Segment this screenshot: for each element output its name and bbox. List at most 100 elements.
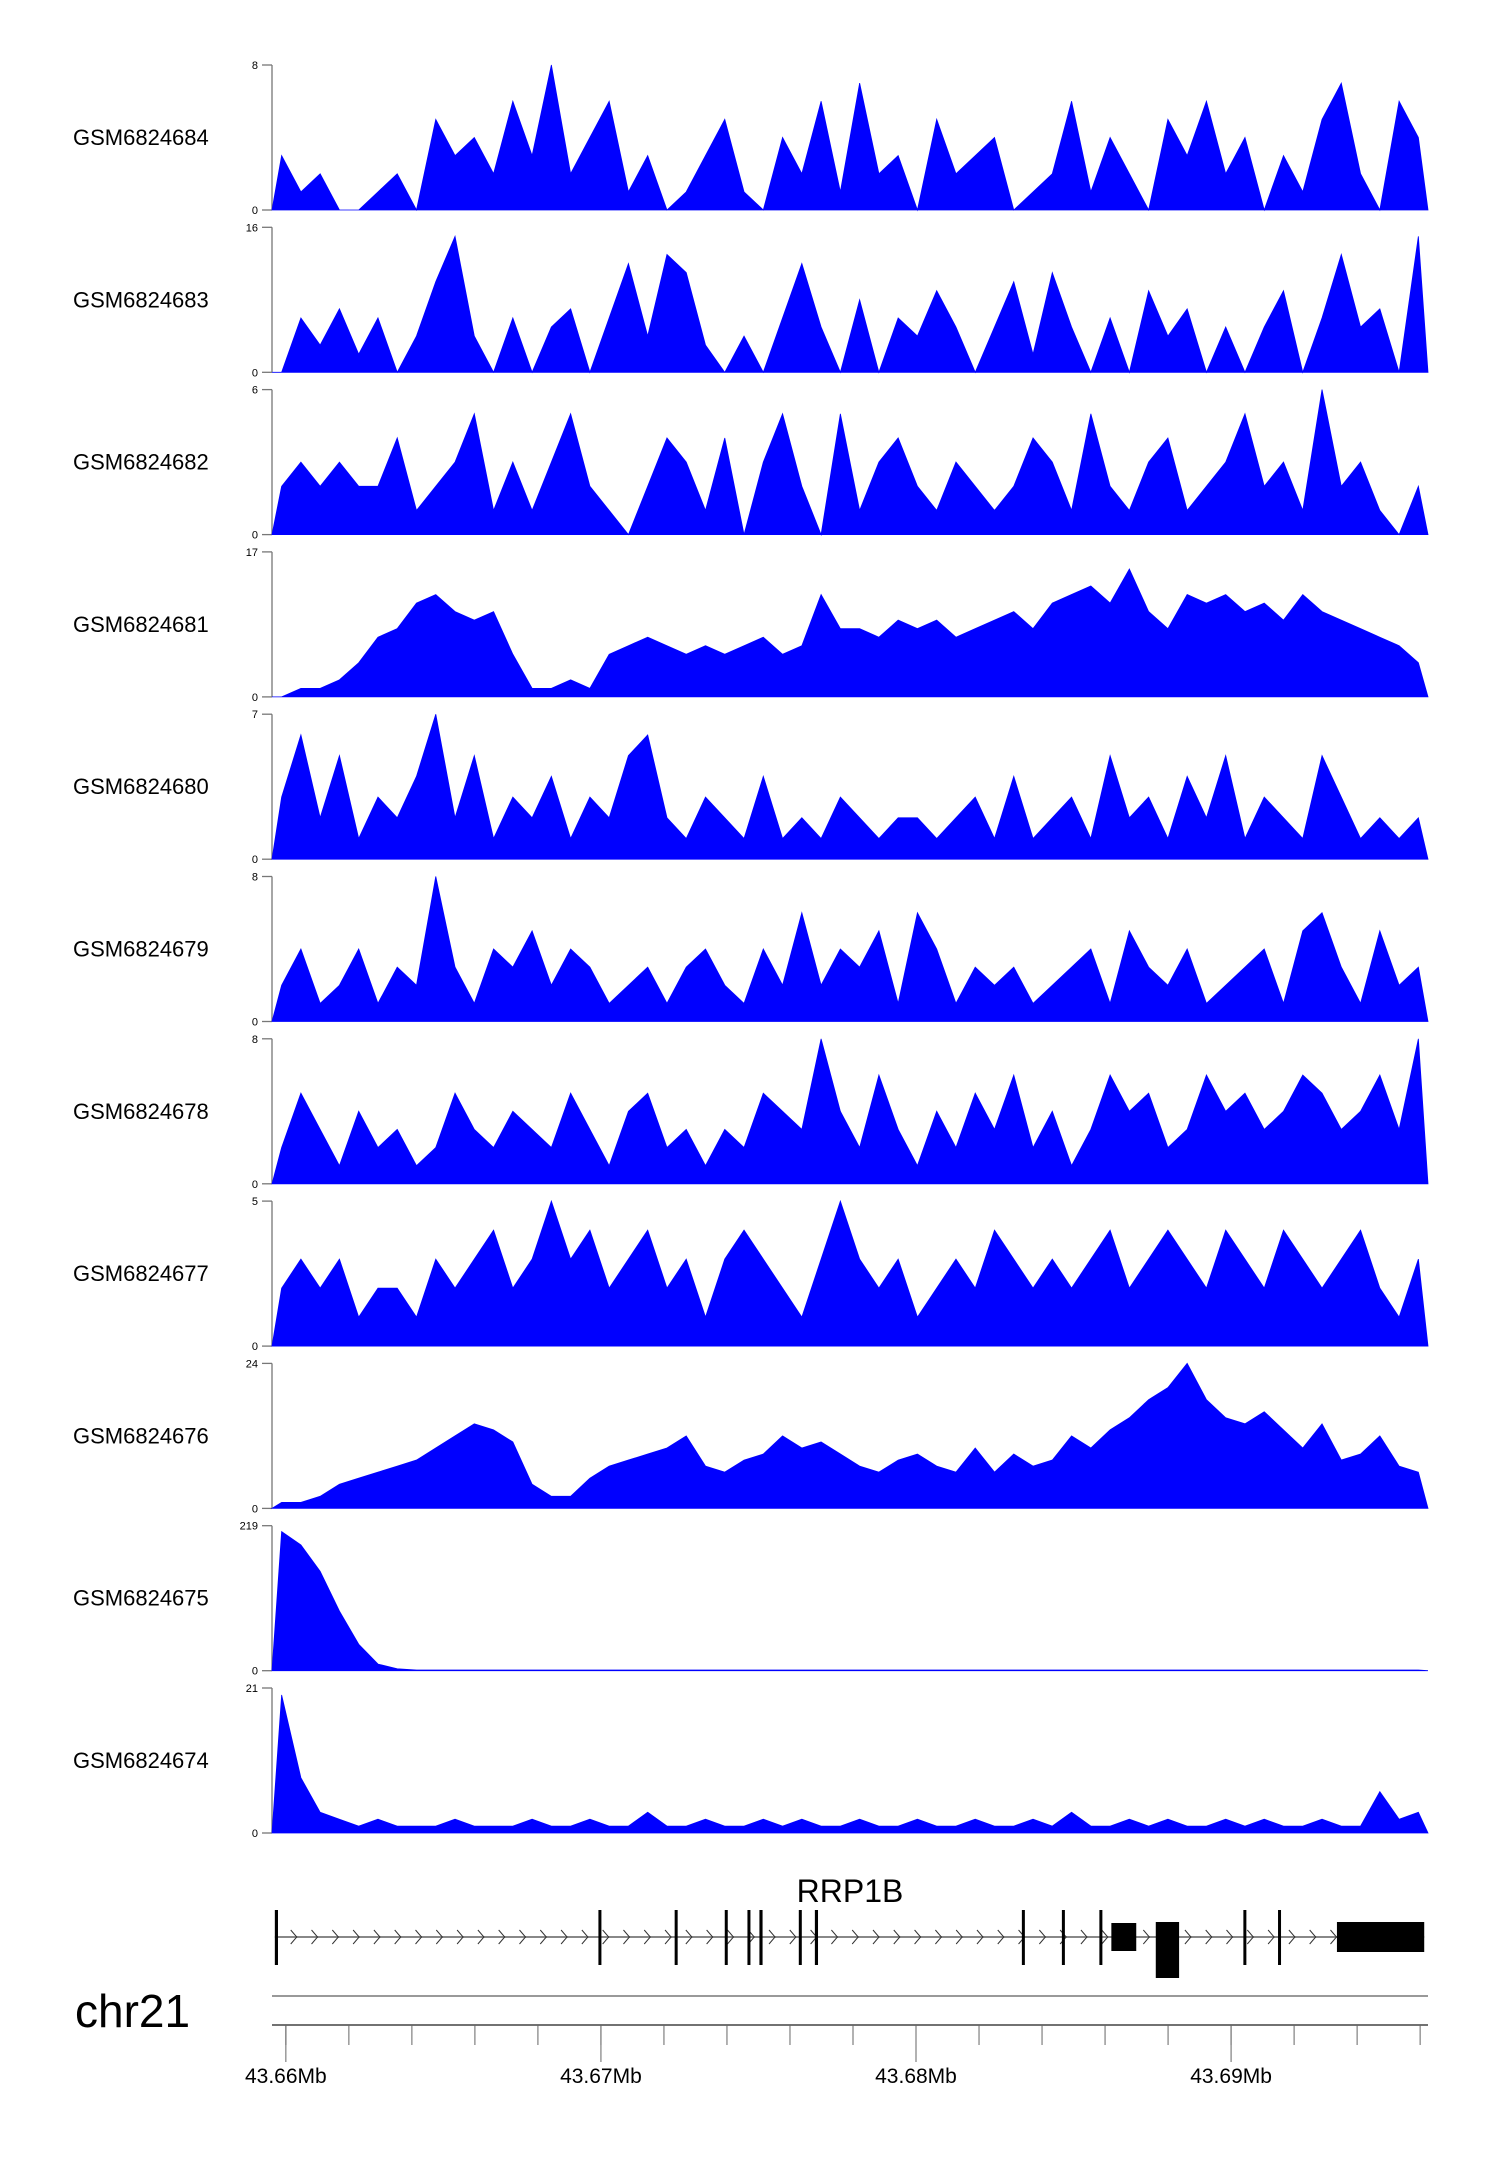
strand-arrow-icon <box>955 1929 963 1945</box>
strand-arrow-icon <box>934 1929 943 1945</box>
chromosome-label: chr21 <box>75 1985 190 2037</box>
strand-arrow-icon <box>415 1929 423 1945</box>
strand-arrow-icon <box>893 1929 901 1945</box>
y-min-label: 0 <box>252 1341 258 1353</box>
strand-arrow-icon <box>373 1929 381 1945</box>
track-label: GSM6824676 <box>73 1423 209 1448</box>
y-min-label: 0 <box>252 205 258 217</box>
x-tick-label: 43.69Mb <box>1190 2065 1272 2088</box>
y-max-label: 21 <box>246 1683 258 1695</box>
exon <box>1243 1910 1247 1965</box>
signal-area <box>272 568 1429 698</box>
strand-arrow-icon <box>1288 1929 1296 1945</box>
strand-arrow-icon <box>1267 1929 1275 1945</box>
exon <box>274 1910 278 1965</box>
strand-arrow-icon <box>664 1929 672 1945</box>
strand-arrow-icon <box>581 1929 589 1945</box>
strand-arrow-icon <box>477 1929 485 1945</box>
track-label: GSM6824674 <box>73 1748 209 1773</box>
strand-arrow-icon <box>976 1929 984 1945</box>
exon <box>724 1910 728 1965</box>
strand-arrow-icon <box>331 1929 339 1945</box>
y-max-label: 219 <box>240 1521 258 1533</box>
y-min-label: 0 <box>252 530 258 542</box>
y-min-label: 0 <box>252 1828 258 1840</box>
y-max-label: 8 <box>252 60 258 72</box>
strand-arrow-icon <box>831 1929 839 1945</box>
signal-area <box>271 389 1429 537</box>
exon <box>1336 1922 1425 1952</box>
strand-arrow-icon <box>643 1929 651 1945</box>
track-label: GSM6824684 <box>73 125 209 150</box>
gene-name: RRP1B <box>797 1873 904 1909</box>
strand-arrow-icon <box>498 1929 506 1945</box>
strand-arrow-icon <box>789 1929 797 1945</box>
strand-arrow-icon <box>602 1929 610 1945</box>
strand-arrow-icon <box>394 1929 402 1945</box>
signal-area <box>272 235 1429 374</box>
exon <box>814 1910 819 1965</box>
strand-arrow-icon <box>914 1929 922 1945</box>
strand-arrow-icon <box>1205 1929 1213 1945</box>
track-label: GSM6824679 <box>73 937 209 962</box>
track-label: GSM6824681 <box>73 612 209 637</box>
track-label: GSM6824677 <box>73 1261 209 1286</box>
strand-arrow-icon <box>1226 1929 1234 1945</box>
y-max-label: 8 <box>252 872 258 884</box>
y-min-label: 0 <box>252 854 258 866</box>
track-label: GSM6824682 <box>73 450 209 475</box>
strand-arrow-icon <box>1101 1929 1109 1945</box>
signal-area <box>271 1038 1429 1185</box>
strand-arrow-icon <box>685 1929 693 1945</box>
x-tick-label: 43.66Mb <box>245 2065 327 2088</box>
strand-arrow-icon <box>539 1929 547 1945</box>
y-max-label: 7 <box>252 709 258 721</box>
strand-arrow-icon <box>851 1929 859 1945</box>
track-label: GSM6824683 <box>73 287 209 312</box>
strand-arrow-icon <box>727 1929 735 1945</box>
strand-arrow-icon <box>519 1929 527 1945</box>
strand-arrow-icon <box>1080 1929 1088 1945</box>
exon <box>759 1910 763 1965</box>
strand-arrow-icon <box>872 1929 880 1945</box>
strand-arrow-icon <box>768 1929 776 1945</box>
track-label: GSM6824678 <box>73 1099 209 1124</box>
y-max-label: 17 <box>246 547 258 559</box>
exon <box>1278 1910 1282 1965</box>
x-tick-label: 43.67Mb <box>560 2065 642 2088</box>
signal-area <box>270 1362 1429 1509</box>
strand-arrow-icon <box>456 1929 464 1945</box>
track-label: GSM6824675 <box>73 1586 209 1611</box>
exon <box>1099 1910 1103 1965</box>
strand-arrow-icon <box>623 1929 631 1945</box>
strand-arrow-icon <box>560 1929 568 1945</box>
strand-arrow-icon <box>1246 1929 1254 1945</box>
y-max-label: 5 <box>252 1196 258 1208</box>
exon <box>798 1910 802 1965</box>
strand-arrow-icon <box>1142 1929 1150 1945</box>
exon <box>598 1910 602 1965</box>
signal-area <box>271 714 1429 860</box>
strand-arrow-icon <box>290 1929 298 1945</box>
y-min-label: 0 <box>252 1017 258 1029</box>
exon <box>674 1910 678 1965</box>
exon <box>1021 1910 1025 1965</box>
signal-area <box>271 876 1429 1022</box>
y-max-label: 6 <box>252 385 258 397</box>
exon <box>1155 1922 1180 1978</box>
exon <box>1111 1923 1137 1951</box>
y-max-label: 16 <box>246 222 258 234</box>
strand-arrow-icon <box>1330 1929 1338 1945</box>
strand-arrow-icon <box>1309 1929 1317 1945</box>
strand-arrow-icon <box>435 1929 443 1945</box>
strand-arrow-icon <box>706 1929 714 1945</box>
exon <box>1061 1910 1065 1965</box>
strand-arrow-icon <box>352 1929 360 1945</box>
signal-area <box>271 64 1429 212</box>
x-tick-label: 43.68Mb <box>875 2065 957 2088</box>
exon <box>747 1910 751 1965</box>
strand-arrow-icon <box>997 1929 1005 1945</box>
y-max-label: 8 <box>252 1034 258 1046</box>
y-min-label: 0 <box>252 1179 258 1191</box>
